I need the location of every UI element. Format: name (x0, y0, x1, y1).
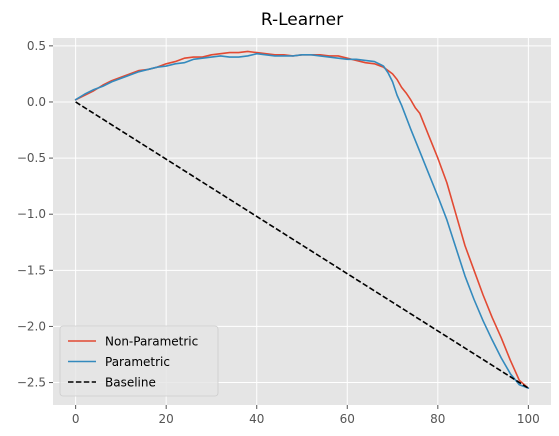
y-tick-label: −2.5 (17, 376, 46, 390)
x-tick-label: 60 (340, 412, 355, 426)
y-tick-label: −1.5 (17, 263, 46, 277)
legend: Non-Parametric Parametric Baseline (59, 325, 219, 397)
y-tick-label: 0.0 (27, 95, 46, 109)
legend-label: Non-Parametric (105, 335, 198, 349)
legend-label: Baseline (105, 376, 156, 390)
y-axis-ticks: −2.5 −2.0 −1.5 −1.0 −0.5 0.0 0.5 (17, 39, 53, 390)
y-tick-label: −2.0 (17, 319, 46, 333)
y-tick-label: 0.5 (27, 39, 46, 53)
x-tick-label: 100 (517, 412, 540, 426)
x-tick-label: 80 (430, 412, 445, 426)
legend-label: Parametric (105, 355, 170, 369)
x-tick-label: 40 (249, 412, 264, 426)
y-tick-label: −0.5 (17, 151, 46, 165)
x-tick-label: 20 (159, 412, 174, 426)
x-axis-ticks: 0 20 40 60 80 100 (72, 405, 540, 426)
series-layer (74, 50, 530, 389)
series-line-baseline (75, 101, 529, 389)
x-tick-label: 0 (72, 412, 80, 426)
legend-frame (59, 325, 219, 397)
chart-title: R-Learner (261, 10, 343, 30)
series-line-parametric (74, 52, 530, 389)
y-tick-label: −1.0 (17, 207, 46, 221)
grid (53, 38, 551, 405)
